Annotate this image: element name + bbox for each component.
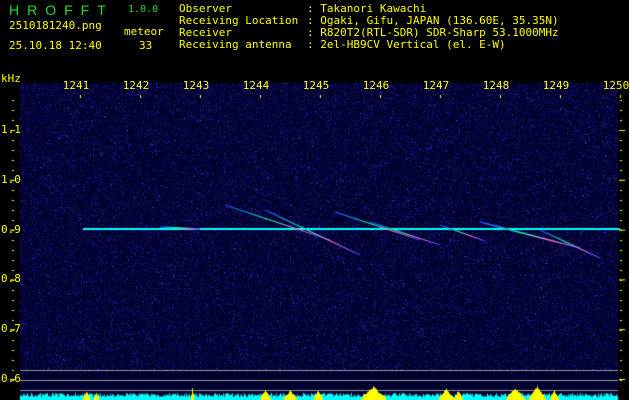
app-version: 1.0.0 — [128, 4, 159, 15]
y-tick-label: 1.0 — [1, 172, 21, 186]
y-tick-label: 0.9 — [1, 222, 21, 236]
file-datetime: 25.10.18 12:40 — [9, 39, 102, 52]
info-row: Receiver : R820T2(RTL-SDR) SDR-Sharp 53.1… — [179, 27, 559, 39]
app-title: HROFFT — [9, 2, 114, 18]
x-tick-label: 1249 — [542, 79, 570, 92]
x-tick-label: 1248 — [482, 79, 510, 92]
file-name: 2510181240.png — [9, 19, 102, 32]
info-row: Receiving antenna : 2el-HB9CV Vertical (e… — [179, 39, 559, 51]
info-row: Observer : Takanori Kawachi — [179, 3, 559, 15]
meteor-label: meteor — [124, 25, 164, 38]
y-tick-label: 0.6 — [1, 372, 21, 385]
x-tick-label: 1247 — [422, 79, 450, 92]
meteor-count: 33 — [139, 39, 153, 52]
x-tick-label: 1245 — [302, 79, 330, 92]
info-value: : Takanori Kawachi — [307, 2, 427, 15]
x-tick-label: 1243 — [182, 79, 210, 92]
info-key: Receiving Location — [179, 14, 299, 27]
x-tick-label: 1244 — [242, 79, 270, 92]
info-key: Observer — [179, 2, 232, 15]
station-info: Observer : Takanori Kawachi Receiving Loc… — [179, 3, 559, 51]
info-key: Receiving antenna — [179, 38, 292, 51]
info-key: Receiver — [179, 26, 232, 39]
y-tick-label: 0.7 — [1, 322, 21, 336]
y-tick-label: 0.8 — [1, 272, 21, 286]
info-value: : Ogaki, Gifu, JAPAN (136.60E, 35.35N) — [307, 14, 559, 27]
x-tick-label: 1250 — [602, 79, 629, 92]
y-tick-label: 1.1 — [1, 123, 21, 136]
info-value: : R820T2(RTL-SDR) SDR-Sharp 53.1000MHz — [307, 26, 559, 39]
info-row: Receiving Location : Ogaki, Gifu, JAPAN (… — [179, 15, 559, 27]
info-value: : 2el-HB9CV Vertical (el. E-W) — [307, 38, 506, 51]
x-tick-label: 1241 — [62, 79, 90, 92]
x-tick-label: 1246 — [362, 79, 390, 92]
x-tick-label: 1242 — [122, 79, 150, 92]
x-unit-label: kHz — [1, 72, 21, 85]
